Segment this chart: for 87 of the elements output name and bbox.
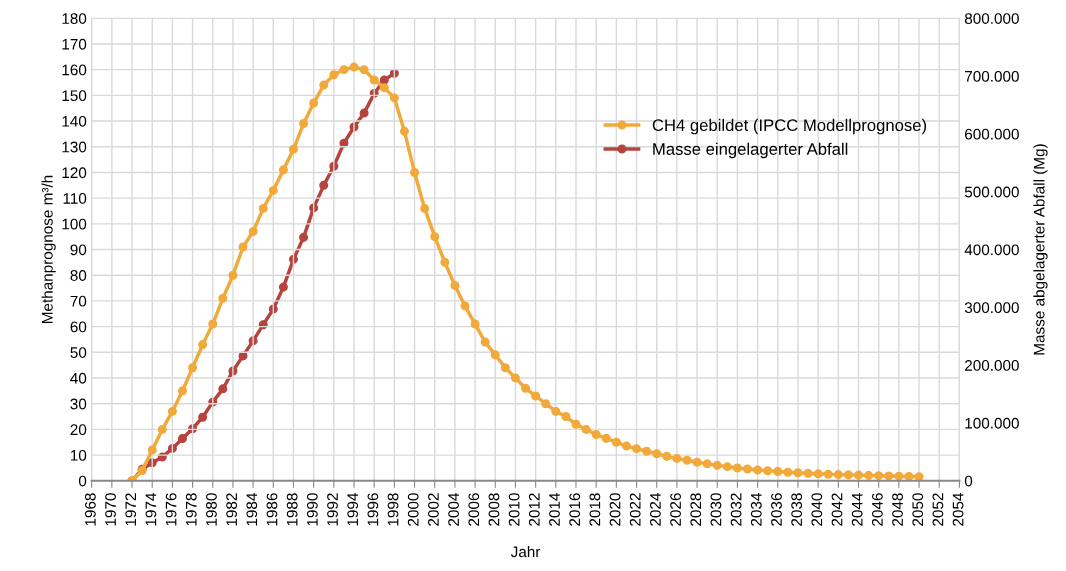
y-tick-label: 10 bbox=[70, 449, 87, 461]
y-tick-label: 160 bbox=[62, 64, 87, 76]
point bbox=[359, 108, 369, 118]
y-tick-label: 140 bbox=[62, 115, 87, 127]
y-axis-title: Methanprognose m³/h bbox=[41, 175, 56, 323]
x-tick-label: 1976 bbox=[165, 493, 177, 526]
x-tick-label: 2040 bbox=[811, 493, 823, 526]
y-tick-label: 170 bbox=[62, 38, 87, 50]
x-tick-label: 2054 bbox=[952, 493, 964, 526]
x-tick-label: 2010 bbox=[508, 493, 520, 526]
y-tick-label: 180 bbox=[62, 13, 87, 24]
x-tick-label: 2022 bbox=[629, 493, 641, 526]
x-tick-label: 2050 bbox=[912, 493, 924, 526]
x-tick-label: 2002 bbox=[428, 493, 439, 526]
legend-label: CH4 gebildet (IPCC Modellprognose) bbox=[652, 118, 927, 135]
x-tick-label: 2024 bbox=[649, 493, 661, 526]
y2-tick-label: 500.000 bbox=[964, 186, 1019, 198]
y2-tick-label: 100.000 bbox=[965, 417, 1019, 429]
y-tick-label: 40 bbox=[70, 372, 87, 384]
y2-tick-label: 800.000 bbox=[964, 13, 1019, 24]
x-tick-label: 2032 bbox=[730, 493, 742, 526]
x-tick-label: 1972 bbox=[125, 493, 137, 526]
point bbox=[177, 434, 187, 444]
y-tick-label: 30 bbox=[70, 398, 87, 410]
x-tick-label: 1982 bbox=[226, 493, 238, 526]
x-tick-label: 1996 bbox=[367, 493, 379, 526]
x-tick-label: 1970 bbox=[105, 493, 116, 526]
x-tick-label: 2046 bbox=[871, 493, 883, 526]
y-tick-label: 110 bbox=[63, 193, 87, 204]
x-tick-label: 1988 bbox=[286, 493, 298, 526]
y-tick-label: 90 bbox=[70, 244, 87, 256]
point bbox=[319, 180, 329, 190]
x-tick-label: 2008 bbox=[488, 493, 500, 526]
y2-tick-label: 200.000 bbox=[965, 360, 1019, 371]
y2-tick-label: 400.000 bbox=[964, 244, 1019, 256]
x-tick-label: 1974 bbox=[145, 493, 157, 526]
x-axis-title: Jahr bbox=[510, 546, 541, 558]
x-tick-label: 1990 bbox=[306, 493, 318, 526]
y2-axis-title: Masse abgelagerter Abfall (Mg) bbox=[1033, 144, 1048, 355]
y2-tick-label: 600.000 bbox=[965, 128, 1019, 140]
y-tick-label: 80 bbox=[70, 270, 87, 281]
x-tick-label: 1986 bbox=[266, 493, 278, 526]
y-tick-label: 130 bbox=[62, 141, 87, 153]
x-tick-label: 2030 bbox=[710, 493, 722, 526]
x-tick-label: 2036 bbox=[771, 493, 782, 526]
y-tick-label: 20 bbox=[70, 424, 87, 436]
x-tick-label: 1998 bbox=[387, 493, 399, 526]
point bbox=[198, 412, 208, 422]
point bbox=[278, 282, 288, 292]
x-tick-label: 2052 bbox=[932, 493, 944, 526]
point bbox=[238, 351, 248, 361]
x-tick-label: 2012 bbox=[528, 493, 540, 526]
x-tick-label: 2048 bbox=[892, 493, 903, 526]
point bbox=[288, 254, 298, 264]
x-tick-label: 1984 bbox=[246, 493, 258, 526]
x-tick-label: 1980 bbox=[206, 493, 217, 526]
y2-tick-label: 300.000 bbox=[964, 302, 1019, 314]
y2-tick-label: 700.000 bbox=[965, 70, 1019, 82]
point bbox=[218, 384, 228, 394]
legend-label: Masse eingelagerter Abfall bbox=[653, 142, 848, 159]
y-tick-label: 60 bbox=[70, 321, 87, 333]
y-tick-label: 120 bbox=[62, 167, 87, 179]
x-tick-label: 1968 bbox=[84, 493, 96, 526]
x-tick-label: 2042 bbox=[831, 493, 843, 526]
y-tick-label: 70 bbox=[70, 295, 87, 307]
x-tick-label: 2034 bbox=[750, 493, 762, 526]
y2-tick-label: 0 bbox=[964, 475, 973, 487]
x-tick-label: 2020 bbox=[609, 493, 621, 526]
x-tick-label: 2016 bbox=[569, 493, 581, 526]
y-tick-label: 0 bbox=[78, 475, 87, 487]
x-tick-label: 1994 bbox=[347, 493, 359, 526]
x-tick-label: 1992 bbox=[327, 493, 338, 526]
y-tick-label: 150 bbox=[62, 90, 87, 102]
point bbox=[167, 443, 177, 453]
x-tick-label: 2028 bbox=[690, 493, 702, 526]
x-tick-label: 2000 bbox=[407, 493, 419, 526]
x-tick-label: 2014 bbox=[549, 493, 560, 526]
x-tick-label: 1978 bbox=[185, 493, 197, 526]
y-tick-label: 50 bbox=[70, 347, 87, 358]
y-tick-label: 100 bbox=[62, 218, 87, 230]
x-tick-label: 2004 bbox=[448, 493, 460, 526]
point bbox=[299, 232, 309, 242]
x-tick-label: 2006 bbox=[468, 493, 480, 526]
x-tick-label: 2038 bbox=[791, 493, 803, 526]
x-tick-label: 2018 bbox=[589, 493, 601, 526]
x-tick-label: 2044 bbox=[851, 493, 863, 526]
x-tick-label: 2026 bbox=[670, 493, 681, 526]
